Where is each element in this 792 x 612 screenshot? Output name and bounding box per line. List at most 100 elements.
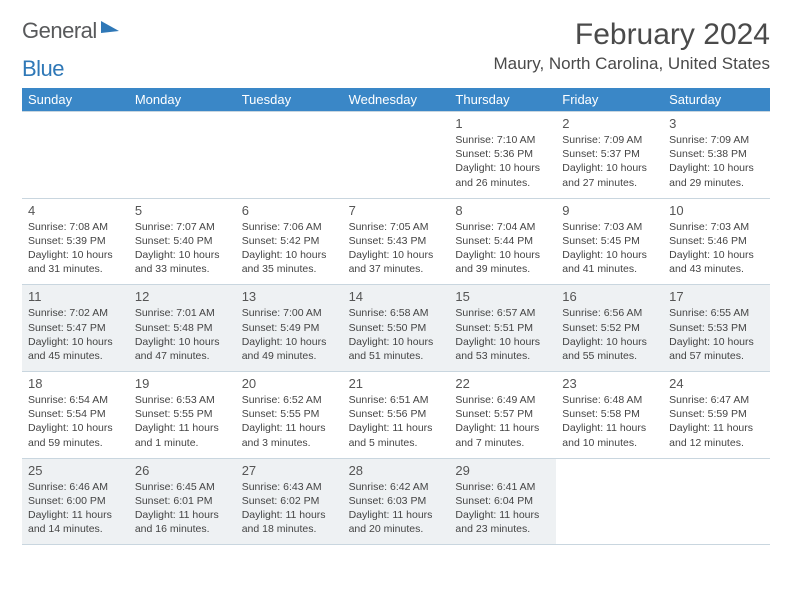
calendar-day: 5 Sunrise: 7:07 AMSunset: 5:40 PMDaylight… bbox=[129, 199, 236, 285]
day-number: 5 bbox=[135, 203, 230, 218]
calendar-day-empty bbox=[236, 112, 343, 198]
calendar-day: 6 Sunrise: 7:06 AMSunset: 5:42 PMDaylight… bbox=[236, 199, 343, 285]
calendar-day-empty bbox=[556, 459, 663, 545]
weekday-mon: Monday bbox=[129, 88, 236, 111]
day-info: Sunrise: 6:53 AMSunset: 5:55 PMDaylight:… bbox=[135, 393, 230, 450]
day-info: Sunrise: 6:51 AMSunset: 5:56 PMDaylight:… bbox=[349, 393, 444, 450]
day-number: 1 bbox=[455, 116, 550, 131]
day-number: 29 bbox=[455, 463, 550, 478]
brand-word-1: General bbox=[22, 18, 97, 44]
day-info: Sunrise: 7:07 AMSunset: 5:40 PMDaylight:… bbox=[135, 220, 230, 277]
calendar-page: General February 2024 Maury, North Carol… bbox=[0, 0, 792, 563]
calendar-day: 8Sunrise: 7:04 AMSunset: 5:44 PMDaylight… bbox=[449, 199, 556, 285]
day-info: Sunrise: 6:54 AMSunset: 5:54 PMDaylight:… bbox=[28, 393, 123, 450]
weekday-tue: Tuesday bbox=[236, 88, 343, 111]
day-info: Sunrise: 6:58 AMSunset: 5:50 PMDaylight:… bbox=[349, 306, 444, 363]
day-info: Sunrise: 6:56 AMSunset: 5:52 PMDaylight:… bbox=[562, 306, 657, 363]
calendar-day: 29 Sunrise: 6:41 AMSunset: 6:04 PMDayligh… bbox=[449, 459, 556, 545]
day-info: Sunrise: 6:42 AMSunset: 6:03 PMDaylight:… bbox=[349, 480, 444, 537]
day-info: Sunrise: 6:52 AMSunset: 5:55 PMDaylight:… bbox=[242, 393, 337, 450]
calendar-week: 1 Sunrise: 7:10 AMSunset: 5:36 PMDaylight… bbox=[22, 112, 770, 199]
calendar-day: 25 Sunrise: 6:46 AMSunset: 6:00 PMDayligh… bbox=[22, 459, 129, 545]
day-info: Sunrise: 6:46 AMSunset: 6:00 PMDaylight:… bbox=[28, 480, 123, 537]
day-info: Sunrise: 7:03 AMSunset: 5:45 PMDaylight:… bbox=[562, 220, 657, 277]
calendar-day: 23 Sunrise: 6:48 AMSunset: 5:58 PMDayligh… bbox=[556, 372, 663, 458]
day-info: Sunrise: 6:48 AMSunset: 5:58 PMDaylight:… bbox=[562, 393, 657, 450]
day-number: 14 bbox=[349, 289, 444, 304]
day-info: Sunrise: 7:01 AMSunset: 5:48 PMDaylight:… bbox=[135, 306, 230, 363]
day-info: Sunrise: 7:03 AMSunset: 5:46 PMDaylight:… bbox=[669, 220, 764, 277]
day-number: 26 bbox=[135, 463, 230, 478]
day-number: 22 bbox=[455, 376, 550, 391]
calendar-day-empty bbox=[663, 459, 770, 545]
day-info: Sunrise: 7:04 AMSunset: 5:44 PMDaylight:… bbox=[455, 220, 550, 277]
month-title: February 2024 bbox=[493, 18, 770, 52]
weekday-sat: Saturday bbox=[663, 88, 770, 111]
day-number: 20 bbox=[242, 376, 337, 391]
location-subtitle: Maury, North Carolina, United States bbox=[493, 54, 770, 74]
calendar-day: 24 Sunrise: 6:47 AMSunset: 5:59 PMDayligh… bbox=[663, 372, 770, 458]
calendar-day: 9 Sunrise: 7:03 AMSunset: 5:45 PMDaylight… bbox=[556, 199, 663, 285]
weekday-thu: Thursday bbox=[449, 88, 556, 111]
calendar-grid: 1 Sunrise: 7:10 AMSunset: 5:36 PMDaylight… bbox=[22, 111, 770, 545]
day-number: 7 bbox=[349, 203, 444, 218]
day-info: Sunrise: 7:06 AMSunset: 5:42 PMDaylight:… bbox=[242, 220, 337, 277]
calendar-day-empty bbox=[22, 112, 129, 198]
day-number: 25 bbox=[28, 463, 123, 478]
day-number: 18 bbox=[28, 376, 123, 391]
day-number: 19 bbox=[135, 376, 230, 391]
calendar-day: 1 Sunrise: 7:10 AMSunset: 5:36 PMDaylight… bbox=[449, 112, 556, 198]
day-info: Sunrise: 7:09 AMSunset: 5:37 PMDaylight:… bbox=[562, 133, 657, 190]
day-info: Sunrise: 6:47 AMSunset: 5:59 PMDaylight:… bbox=[669, 393, 764, 450]
calendar-day: 7Sunrise: 7:05 AMSunset: 5:43 PMDaylight… bbox=[343, 199, 450, 285]
day-number: 27 bbox=[242, 463, 337, 478]
calendar-day-empty bbox=[129, 112, 236, 198]
calendar-day: 11Sunrise: 7:02 AMSunset: 5:47 PMDayligh… bbox=[22, 285, 129, 371]
calendar-day: 14 Sunrise: 6:58 AMSunset: 5:50 PMDayligh… bbox=[343, 285, 450, 371]
calendar-week: 4 Sunrise: 7:08 AMSunset: 5:39 PMDaylight… bbox=[22, 199, 770, 286]
calendar-day: 10 Sunrise: 7:03 AMSunset: 5:46 PMDayligh… bbox=[663, 199, 770, 285]
calendar-day: 18 Sunrise: 6:54 AMSunset: 5:54 PMDayligh… bbox=[22, 372, 129, 458]
day-number: 4 bbox=[28, 203, 123, 218]
day-info: Sunrise: 7:08 AMSunset: 5:39 PMDaylight:… bbox=[28, 220, 123, 277]
day-number: 15 bbox=[455, 289, 550, 304]
calendar-day: 2 Sunrise: 7:09 AMSunset: 5:37 PMDaylight… bbox=[556, 112, 663, 198]
day-number: 11 bbox=[28, 289, 123, 304]
calendar-day-empty bbox=[343, 112, 450, 198]
day-number: 23 bbox=[562, 376, 657, 391]
day-number: 9 bbox=[562, 203, 657, 218]
day-number: 2 bbox=[562, 116, 657, 131]
day-number: 17 bbox=[669, 289, 764, 304]
day-info: Sunrise: 6:55 AMSunset: 5:53 PMDaylight:… bbox=[669, 306, 764, 363]
day-number: 10 bbox=[669, 203, 764, 218]
day-info: Sunrise: 7:00 AMSunset: 5:49 PMDaylight:… bbox=[242, 306, 337, 363]
calendar-day: 16 Sunrise: 6:56 AMSunset: 5:52 PMDayligh… bbox=[556, 285, 663, 371]
calendar-week: 25 Sunrise: 6:46 AMSunset: 6:00 PMDayligh… bbox=[22, 459, 770, 546]
brand-logo: General bbox=[22, 18, 119, 44]
calendar-week: 18 Sunrise: 6:54 AMSunset: 5:54 PMDayligh… bbox=[22, 372, 770, 459]
day-info: Sunrise: 6:49 AMSunset: 5:57 PMDaylight:… bbox=[455, 393, 550, 450]
day-info: Sunrise: 7:09 AMSunset: 5:38 PMDaylight:… bbox=[669, 133, 764, 190]
sail-icon bbox=[101, 21, 119, 33]
day-number: 24 bbox=[669, 376, 764, 391]
calendar-day: 28 Sunrise: 6:42 AMSunset: 6:03 PMDayligh… bbox=[343, 459, 450, 545]
calendar-day: 13 Sunrise: 7:00 AMSunset: 5:49 PMDayligh… bbox=[236, 285, 343, 371]
title-block: February 2024 Maury, North Carolina, Uni… bbox=[493, 18, 770, 74]
day-info: Sunrise: 6:43 AMSunset: 6:02 PMDaylight:… bbox=[242, 480, 337, 537]
day-number: 13 bbox=[242, 289, 337, 304]
weekday-fri: Friday bbox=[556, 88, 663, 111]
calendar-day: 20 Sunrise: 6:52 AMSunset: 5:55 PMDayligh… bbox=[236, 372, 343, 458]
calendar-day: 15Sunrise: 6:57 AMSunset: 5:51 PMDayligh… bbox=[449, 285, 556, 371]
calendar-day: 21Sunrise: 6:51 AMSunset: 5:56 PMDayligh… bbox=[343, 372, 450, 458]
calendar-day: 19 Sunrise: 6:53 AMSunset: 5:55 PMDayligh… bbox=[129, 372, 236, 458]
weekday-sun: Sunday bbox=[22, 88, 129, 111]
weekday-header: Sunday Monday Tuesday Wednesday Thursday… bbox=[22, 88, 770, 111]
brand-word-2: Blue bbox=[22, 56, 64, 82]
day-number: 3 bbox=[669, 116, 764, 131]
day-info: Sunrise: 6:41 AMSunset: 6:04 PMDaylight:… bbox=[455, 480, 550, 537]
day-number: 16 bbox=[562, 289, 657, 304]
day-number: 28 bbox=[349, 463, 444, 478]
day-number: 6 bbox=[242, 203, 337, 218]
day-info: Sunrise: 7:10 AMSunset: 5:36 PMDaylight:… bbox=[455, 133, 550, 190]
calendar-day: 17 Sunrise: 6:55 AMSunset: 5:53 PMDayligh… bbox=[663, 285, 770, 371]
